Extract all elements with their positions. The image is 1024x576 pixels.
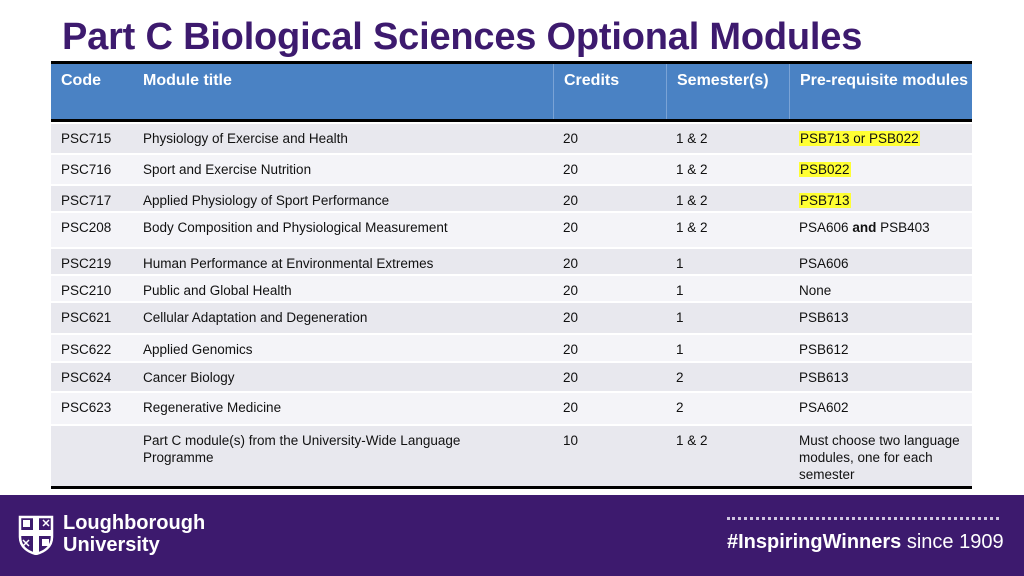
cell-prereq: PSB713 [789, 186, 972, 211]
cell-credits: 10 [563, 433, 579, 448]
cell-semesters: 1 [676, 310, 684, 325]
modules-table: Code Module title Credits Semester(s) Pr… [51, 61, 972, 489]
cell-code [51, 426, 133, 486]
university-name-line2: University [63, 534, 160, 556]
cell-semesters: 2 [676, 370, 684, 385]
header-semesters: Semester(s) [666, 64, 789, 119]
cell-credits: 20 [563, 162, 579, 177]
cell-prereq: PSB613 [799, 370, 849, 385]
table-row: PSC621 Cellular Adaptation and Degenerat… [51, 301, 972, 333]
cell-credits: 20 [563, 131, 579, 146]
cell-prereq: Must choose two language modules, one fo… [799, 433, 960, 482]
cell-semesters: 1 & 2 [676, 131, 708, 146]
tagline-hashtag: #InspiringWinners [727, 531, 902, 553]
header-credits: Credits [553, 64, 666, 119]
cell-credits: 20 [563, 193, 579, 208]
cell-code: PSC716 [61, 162, 112, 177]
cell-semesters: 1 & 2 [676, 193, 708, 208]
cell-code: PSC622 [61, 342, 112, 357]
cell-prereq: PSA606 and PSB403 [789, 213, 972, 247]
table-row: PSC623 Regenerative Medicine 20 2 PSA602 [51, 391, 972, 424]
table-header: Code Module title Credits Semester(s) Pr… [51, 64, 972, 122]
cell-code: PSC621 [61, 310, 112, 325]
cell-credits: 20 [563, 283, 579, 298]
cell-title: Regenerative Medicine [143, 400, 282, 415]
header-code: Code [61, 72, 101, 89]
cell-title: Physiology of Exercise and Health [143, 131, 348, 146]
prereq-b: PSB403 [880, 220, 930, 235]
university-name-line1: Loughborough [63, 512, 206, 534]
cell-credits: 20 [563, 400, 579, 415]
cell-credits: 20 [563, 342, 579, 357]
table-row: PSC208 Body Composition and Physiologica… [51, 211, 972, 247]
cell-semesters: 1 & 2 [676, 220, 708, 235]
cell-title: Part C module(s) from the University-Wid… [143, 433, 461, 465]
table-row: PSC219 Human Performance at Environmenta… [51, 247, 972, 274]
cell-code: PSC715 [61, 131, 112, 146]
university-logo-text: Loughborough University [63, 512, 205, 556]
prereq-a: PSA606 [799, 220, 849, 235]
prereq-and: and [852, 220, 877, 235]
highlighted-prereq: PSB022 [799, 162, 851, 177]
table-row: PSC717 Applied Physiology of Sport Perfo… [51, 184, 972, 211]
table-row: PSC624 Cancer Biology 20 2 PSB613 [51, 361, 972, 391]
cell-title: Cellular Adaptation and Degeneration [143, 310, 368, 325]
cell-title: Human Performance at Environmental Extre… [143, 256, 434, 271]
cell-title: Body Composition and Physiological Measu… [143, 220, 448, 235]
table-row: PSC715 Physiology of Exercise and Health… [51, 122, 972, 153]
tagline: #InspiringWinners since 1909 [727, 531, 1004, 554]
cell-prereq: PSB022 [789, 155, 972, 184]
highlighted-prereq: PSB713 or PSB022 [799, 131, 920, 146]
cell-credits: 20 [563, 220, 579, 235]
cell-prereq: PSB612 [799, 342, 849, 357]
cell-title: Applied Genomics [143, 342, 253, 357]
footer-bar: Loughborough University #InspiringWinner… [0, 495, 1024, 576]
cell-prereq: PSA606 [799, 256, 849, 271]
cell-code: PSC624 [61, 370, 112, 385]
cell-semesters: 1 [676, 283, 684, 298]
dotted-divider [727, 517, 999, 520]
cell-code: PSC717 [61, 193, 112, 208]
cell-code: PSC208 [61, 220, 112, 235]
cell-semesters: 1 [676, 256, 684, 271]
cell-title: Cancer Biology [143, 370, 235, 385]
highlighted-prereq: PSB713 [799, 193, 851, 208]
cell-semesters: 1 & 2 [676, 433, 708, 448]
cell-semesters: 1 & 2 [676, 162, 708, 177]
cell-prereq: PSB713 or PSB022 [789, 124, 972, 153]
table-row: PSC622 Applied Genomics 20 1 PSB612 [51, 333, 972, 361]
cell-prereq: PSA602 [799, 400, 849, 415]
cell-credits: 20 [563, 256, 579, 271]
cell-semesters: 2 [676, 400, 684, 415]
cell-code: PSC210 [61, 283, 112, 298]
cell-title: Sport and Exercise Nutrition [143, 162, 312, 177]
header-module-title: Module title [143, 72, 232, 89]
cell-code: PSC623 [61, 400, 112, 415]
table-row: PSC210 Public and Global Health 20 1 Non… [51, 274, 972, 301]
tagline-since: since 1909 [901, 531, 1004, 553]
cell-semesters: 1 [676, 342, 684, 357]
table-row: PSC716 Sport and Exercise Nutrition 20 1… [51, 153, 972, 184]
cell-title: Public and Global Health [143, 283, 292, 298]
table-row: Part C module(s) from the University-Wid… [51, 424, 972, 486]
university-crest-icon [18, 515, 54, 555]
cell-title: Applied Physiology of Sport Performance [143, 193, 390, 208]
cell-credits: 20 [563, 370, 579, 385]
cell-code: PSC219 [61, 256, 112, 271]
cell-prereq: None [799, 283, 832, 298]
cell-prereq: PSB613 [799, 310, 849, 325]
cell-credits: 20 [563, 310, 579, 325]
page-title: Part C Biological Sciences Optional Modu… [62, 16, 863, 58]
header-prerequisites: Pre-requisite modules [789, 64, 972, 119]
